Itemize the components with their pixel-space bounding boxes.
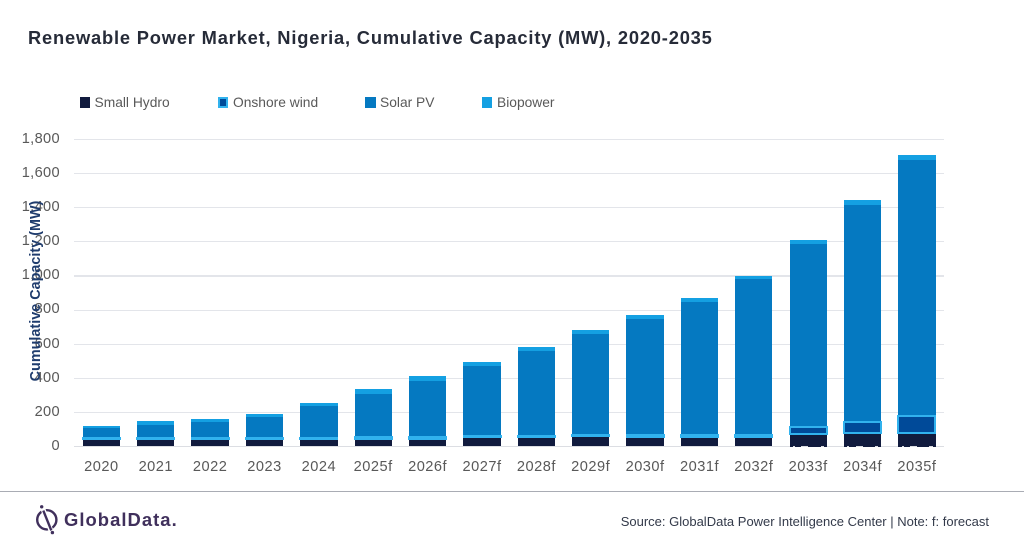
svg-text:GlobalData.: GlobalData.: [64, 509, 178, 530]
